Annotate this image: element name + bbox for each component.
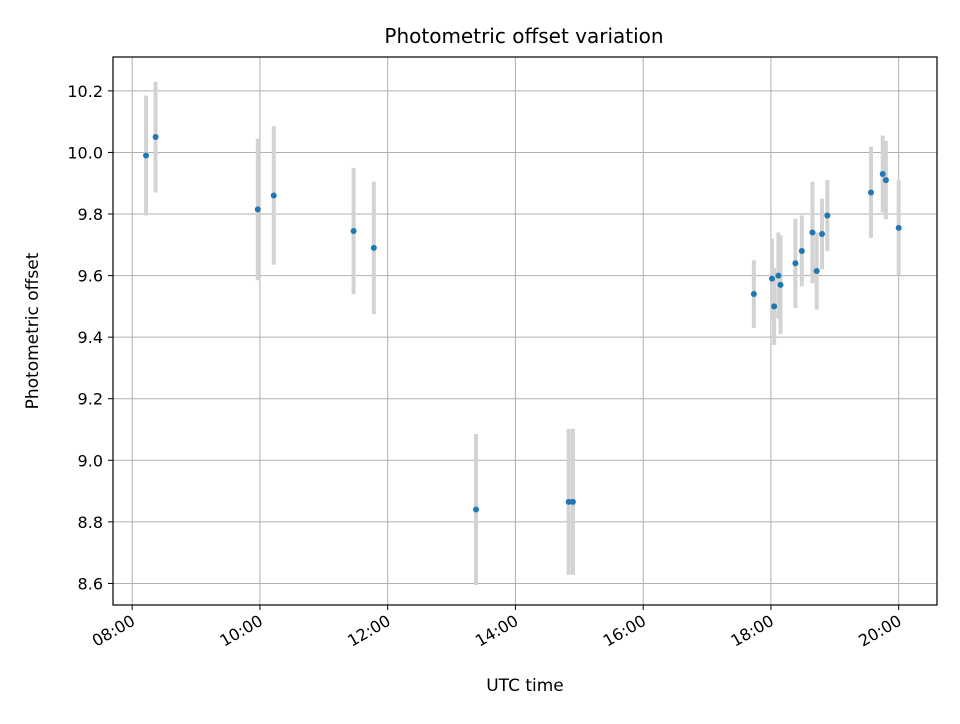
y-tick-label: 9.2 (78, 390, 103, 409)
y-axis-ticks: 8.6 8.8 9.0 9.2 9.4 9.6 9.8 10.0 10.2 (67, 82, 113, 593)
data-point (777, 281, 784, 288)
data-point (775, 272, 782, 279)
data-point (798, 247, 805, 254)
data-point (143, 152, 150, 159)
chart-title: Photometric offset variation (384, 24, 663, 48)
y-tick-label: 9.4 (78, 328, 103, 347)
data-point (750, 291, 757, 298)
data-point (879, 170, 886, 177)
data-points (143, 134, 902, 513)
data-point (768, 275, 775, 282)
y-tick-label: 9.8 (78, 205, 103, 224)
data-point (867, 189, 874, 196)
data-point (254, 206, 261, 213)
y-tick-label: 9.6 (78, 267, 103, 286)
y-tick-label: 8.6 (78, 574, 103, 593)
data-point (565, 498, 572, 505)
y-tick-label: 10.2 (67, 82, 103, 101)
y-tick-label: 8.8 (78, 513, 103, 532)
data-point (895, 224, 902, 231)
data-point (819, 231, 826, 238)
data-point (350, 227, 357, 234)
data-point (270, 192, 277, 199)
data-point (152, 134, 159, 141)
data-point (882, 177, 889, 184)
data-point (473, 506, 480, 513)
data-point (370, 244, 377, 251)
data-point (569, 498, 576, 505)
data-point (813, 267, 820, 274)
y-tick-label: 10.0 (67, 143, 103, 162)
y-tick-label: 9.0 (78, 451, 103, 470)
data-point (824, 212, 831, 219)
data-point (771, 303, 778, 310)
y-axis-label: Photometric offset (23, 252, 43, 409)
data-point (792, 260, 799, 267)
plot-frame (112, 56, 938, 606)
grid (113, 57, 937, 605)
data-point (809, 229, 816, 236)
x-axis-label: UTC time (486, 676, 564, 696)
